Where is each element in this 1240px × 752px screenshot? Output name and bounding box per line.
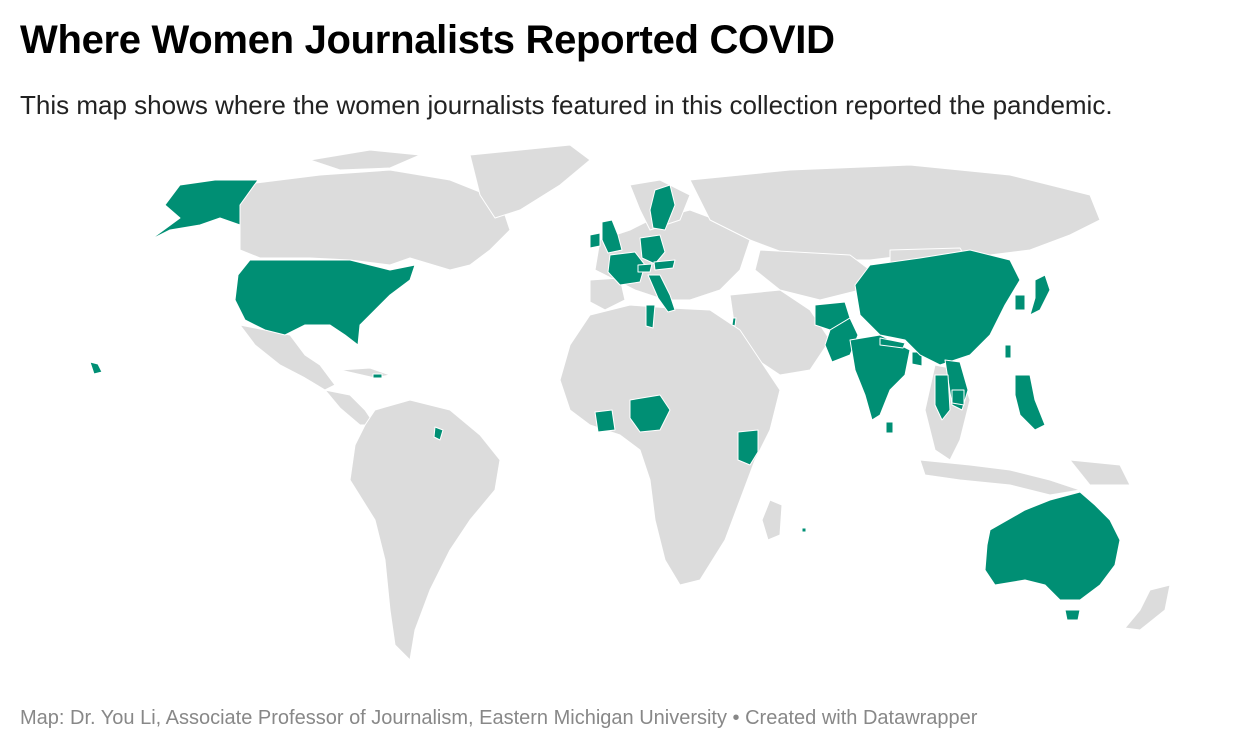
map-title: Where Women Journalists Reported COVID <box>20 18 835 62</box>
country-china[interactable] <box>854 249 1021 366</box>
country-israel[interactable] <box>731 317 737 327</box>
country-germany[interactable] <box>639 234 666 265</box>
country-mauritius[interactable] <box>801 527 807 533</box>
country-taiwan[interactable] <box>1004 344 1012 359</box>
country-ireland[interactable] <box>589 232 601 249</box>
country-hawaii[interactable] <box>90 361 103 375</box>
country-united-states[interactable] <box>234 259 416 346</box>
country-philippines[interactable] <box>1014 374 1046 431</box>
country-cambodia[interactable] <box>951 389 965 406</box>
country-mexico[interactable] <box>239 324 336 391</box>
country-greenland[interactable] <box>469 144 591 219</box>
country-australia[interactable] <box>984 491 1121 601</box>
country-tasmania[interactable] <box>1064 609 1081 621</box>
footer-source: Map: Dr. You Li, Associate Professor of … <box>20 707 727 729</box>
country-sri-lanka[interactable] <box>885 421 894 434</box>
country-japan[interactable] <box>1029 274 1051 316</box>
country-tunisia[interactable] <box>645 304 656 329</box>
country-central-asia[interactable] <box>754 249 871 301</box>
country-central-america[interactable] <box>324 389 376 426</box>
country-africa[interactable] <box>559 304 781 586</box>
country-madagascar[interactable] <box>761 499 783 541</box>
country-south-america[interactable] <box>349 399 501 661</box>
country-arctic-islands[interactable] <box>309 149 421 171</box>
world-map <box>90 140 1230 670</box>
country-thailand[interactable] <box>934 374 951 421</box>
country-nepal[interactable] <box>879 337 906 349</box>
country-south-korea[interactable] <box>1014 294 1026 311</box>
country-switzerland[interactable] <box>637 263 653 273</box>
country-sweden[interactable] <box>649 184 676 231</box>
country-indonesia[interactable] <box>919 459 1081 496</box>
country-united-kingdom[interactable] <box>601 219 623 254</box>
footer-credit[interactable]: Created with Datawrapper <box>745 707 978 729</box>
country-italy[interactable] <box>647 274 676 313</box>
country-puerto-rico[interactable] <box>372 373 383 379</box>
country-new-guinea[interactable] <box>1069 459 1131 486</box>
country-austria[interactable] <box>653 259 676 271</box>
country-nigeria[interactable] <box>629 394 671 433</box>
country-kenya[interactable] <box>737 429 759 466</box>
country-french-guiana[interactable] <box>433 426 444 441</box>
map-footer: Map: Dr. You Li, Associate Professor of … <box>20 707 977 730</box>
highlighted-countries <box>90 179 1121 621</box>
country-russia[interactable] <box>689 164 1101 261</box>
country-ivory-coast[interactable] <box>594 409 616 433</box>
country-alaska[interactable] <box>149 179 259 241</box>
footer-separator: • <box>726 707 746 729</box>
country-france[interactable] <box>607 251 646 286</box>
country-new-zealand[interactable] <box>1124 584 1171 631</box>
country-pakistan[interactable] <box>824 317 859 363</box>
country-canada[interactable] <box>239 169 511 271</box>
map-subtitle: This map shows where the women journalis… <box>20 90 1113 120</box>
